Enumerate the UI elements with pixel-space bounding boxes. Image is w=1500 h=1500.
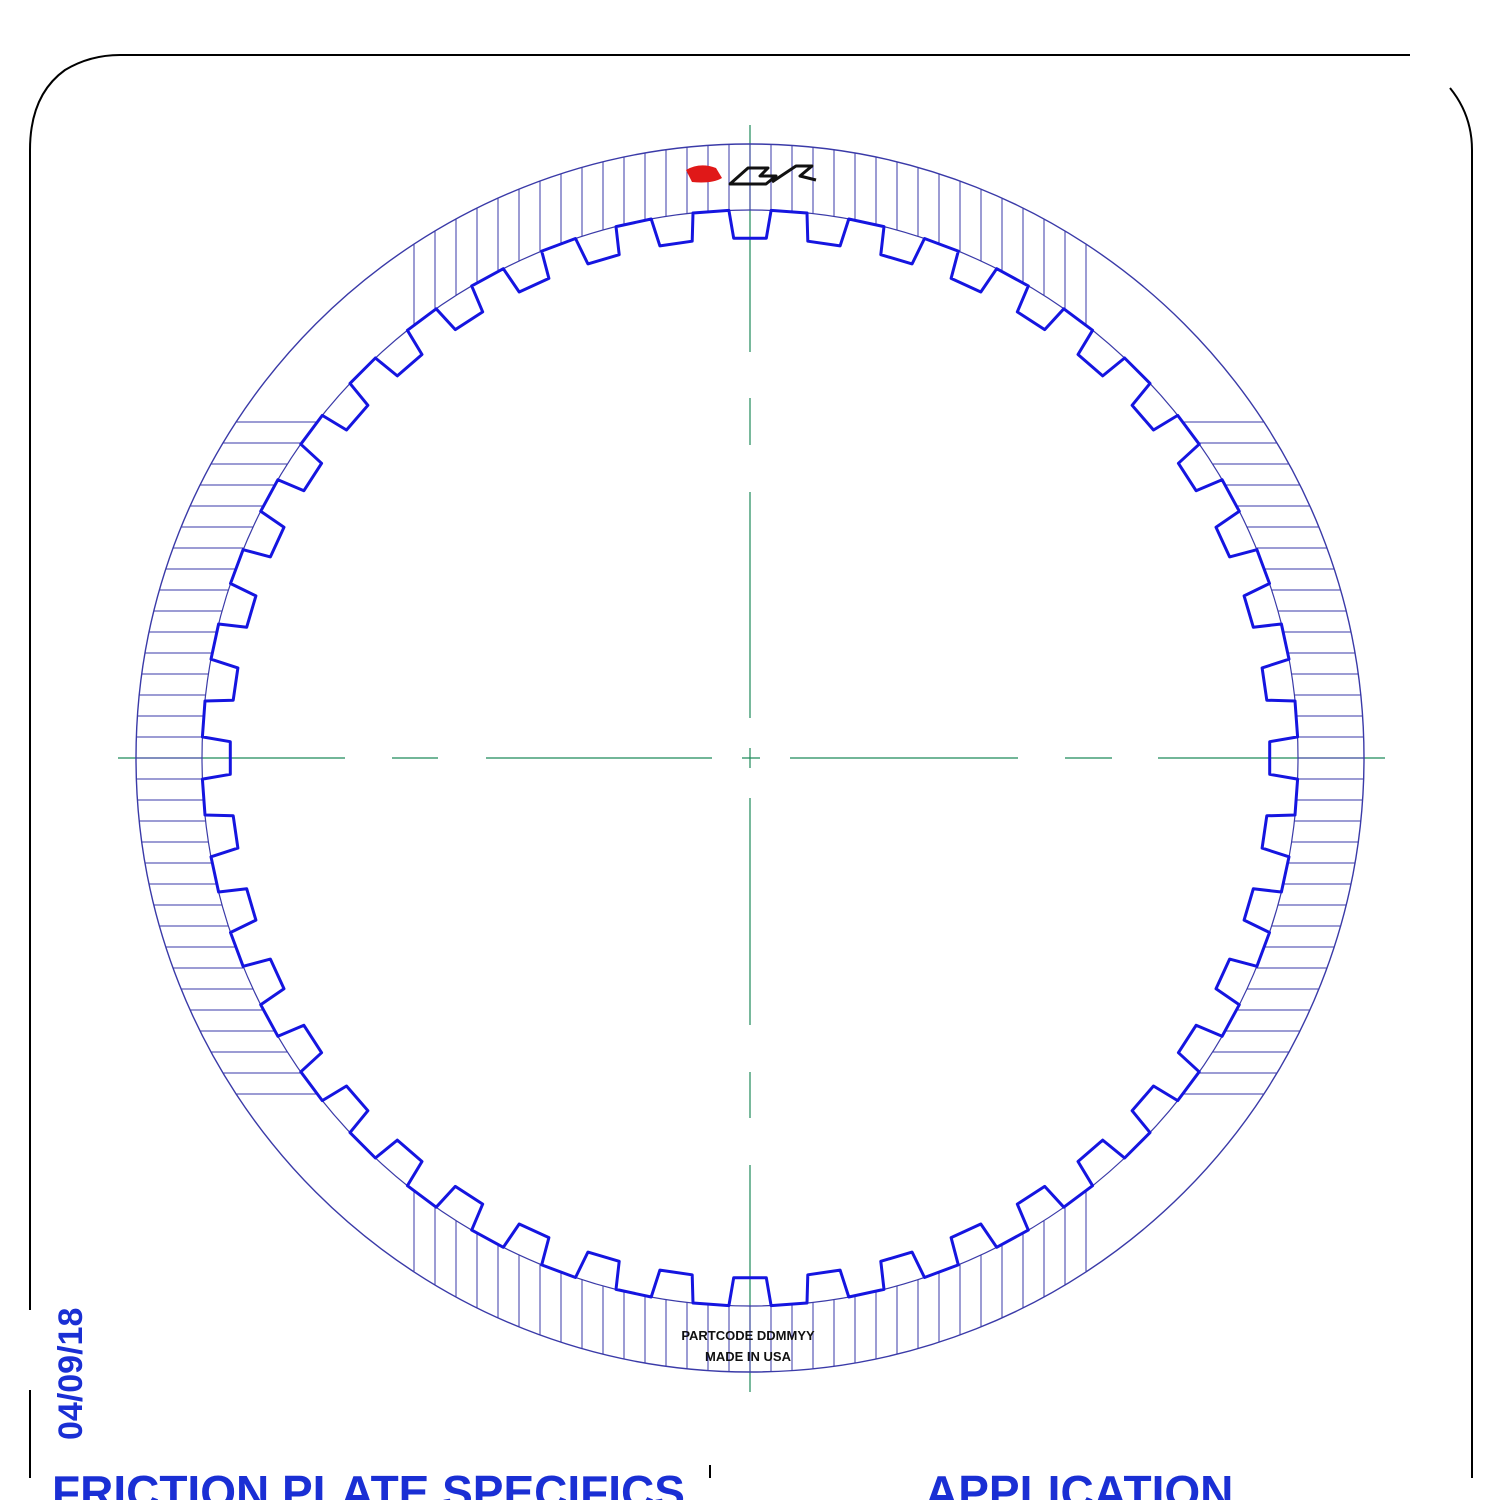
friction-plate-specifics-title: FRICTION PLATE SPECIFICS <box>52 1466 685 1500</box>
sheet-border <box>29 54 1473 1478</box>
made-in-usa-stamp: MADE IN USA <box>705 1349 792 1364</box>
application-title: APPLICATION <box>925 1466 1233 1500</box>
logo-swoosh <box>686 165 722 183</box>
center-lines <box>118 125 1385 1392</box>
partcode-stamp: PARTCODE DDMMYY <box>681 1328 815 1343</box>
drawing-date: 04/09/18 <box>52 1308 90 1440</box>
spline-teeth-profile <box>200 208 1300 1308</box>
groove-pattern <box>136 144 1364 1372</box>
logo-gpz-mark <box>728 164 817 186</box>
outer-diameter-circle <box>135 143 1365 1373</box>
inner-lining-circle <box>201 209 1299 1307</box>
brand-logo <box>686 164 817 186</box>
